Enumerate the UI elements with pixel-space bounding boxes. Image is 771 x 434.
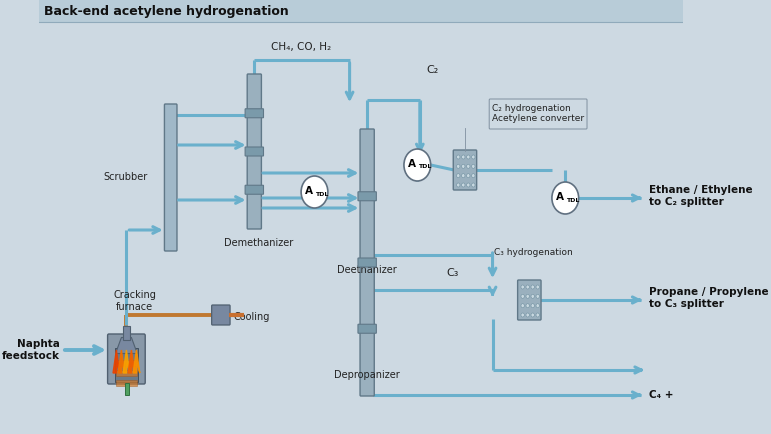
Circle shape [466, 164, 470, 168]
Polygon shape [118, 350, 125, 373]
FancyBboxPatch shape [358, 258, 376, 267]
Circle shape [462, 174, 465, 178]
Polygon shape [113, 350, 120, 373]
FancyBboxPatch shape [517, 280, 541, 320]
Circle shape [521, 294, 524, 298]
Text: A: A [408, 159, 416, 169]
Polygon shape [123, 350, 130, 373]
FancyBboxPatch shape [358, 192, 376, 201]
Circle shape [552, 182, 579, 214]
FancyBboxPatch shape [245, 147, 264, 156]
FancyBboxPatch shape [245, 185, 264, 194]
FancyBboxPatch shape [164, 104, 177, 251]
FancyBboxPatch shape [358, 324, 376, 333]
Circle shape [526, 304, 530, 308]
FancyBboxPatch shape [453, 150, 476, 190]
FancyBboxPatch shape [245, 109, 264, 118]
Circle shape [301, 176, 328, 208]
Circle shape [462, 183, 465, 187]
Circle shape [536, 294, 540, 298]
Circle shape [404, 149, 431, 181]
Bar [116, 370, 137, 376]
Bar [116, 380, 137, 386]
Text: C₃: C₃ [446, 268, 459, 278]
FancyBboxPatch shape [247, 74, 261, 229]
Text: Cracking
furnace: Cracking furnace [113, 290, 157, 312]
Circle shape [521, 313, 524, 317]
Circle shape [456, 164, 460, 168]
Circle shape [462, 155, 465, 159]
Text: Back-end acetylene hydrogenation: Back-end acetylene hydrogenation [44, 4, 288, 17]
Bar [123, 326, 130, 339]
FancyBboxPatch shape [212, 305, 230, 325]
Text: Ethane / Ethylene
to C₂ splitter: Ethane / Ethylene to C₂ splitter [649, 185, 752, 207]
Circle shape [472, 174, 475, 178]
Text: TDL: TDL [418, 164, 432, 170]
FancyBboxPatch shape [108, 334, 145, 384]
Text: Naphta
feedstock: Naphta feedstock [2, 339, 59, 361]
Text: A: A [556, 192, 564, 202]
Text: C₂ hydrogenation
Acetylene converter: C₂ hydrogenation Acetylene converter [492, 104, 584, 123]
Circle shape [466, 155, 470, 159]
Text: Deethanizer: Deethanizer [337, 265, 397, 275]
Circle shape [526, 285, 530, 289]
Text: TDL: TDL [315, 191, 328, 197]
Text: C₄ +: C₄ + [649, 390, 673, 400]
Polygon shape [116, 338, 137, 354]
Circle shape [472, 164, 475, 168]
Circle shape [536, 304, 540, 308]
Circle shape [526, 313, 530, 317]
Bar [39, 0, 683, 22]
Text: Depropanizer: Depropanizer [335, 370, 400, 380]
Circle shape [472, 155, 475, 159]
Text: C₂: C₂ [426, 65, 439, 75]
Bar [115, 348, 138, 382]
Text: Scrubber: Scrubber [103, 172, 147, 183]
Polygon shape [133, 350, 140, 373]
Circle shape [521, 285, 524, 289]
Text: Demethanizer: Demethanizer [224, 238, 293, 248]
Circle shape [536, 313, 540, 317]
Circle shape [472, 183, 475, 187]
Circle shape [536, 285, 540, 289]
Circle shape [531, 313, 534, 317]
Text: C₃ hydrogenation: C₃ hydrogenation [494, 248, 573, 257]
Circle shape [531, 285, 534, 289]
Circle shape [531, 304, 534, 308]
Text: Propane / Propylene
to C₃ splitter: Propane / Propylene to C₃ splitter [649, 287, 769, 309]
Circle shape [466, 174, 470, 178]
Circle shape [456, 155, 460, 159]
FancyBboxPatch shape [360, 129, 374, 396]
Bar [125, 382, 129, 395]
Circle shape [466, 183, 470, 187]
Text: TDL: TDL [566, 197, 580, 203]
Circle shape [531, 294, 534, 298]
Circle shape [456, 174, 460, 178]
Polygon shape [128, 350, 135, 373]
Text: CH₄, CO, H₂: CH₄, CO, H₂ [271, 42, 332, 52]
Circle shape [521, 304, 524, 308]
Circle shape [462, 164, 465, 168]
Text: Cooling: Cooling [234, 312, 270, 322]
Bar [116, 360, 137, 366]
Circle shape [526, 294, 530, 298]
Text: A: A [305, 186, 313, 196]
Circle shape [456, 183, 460, 187]
